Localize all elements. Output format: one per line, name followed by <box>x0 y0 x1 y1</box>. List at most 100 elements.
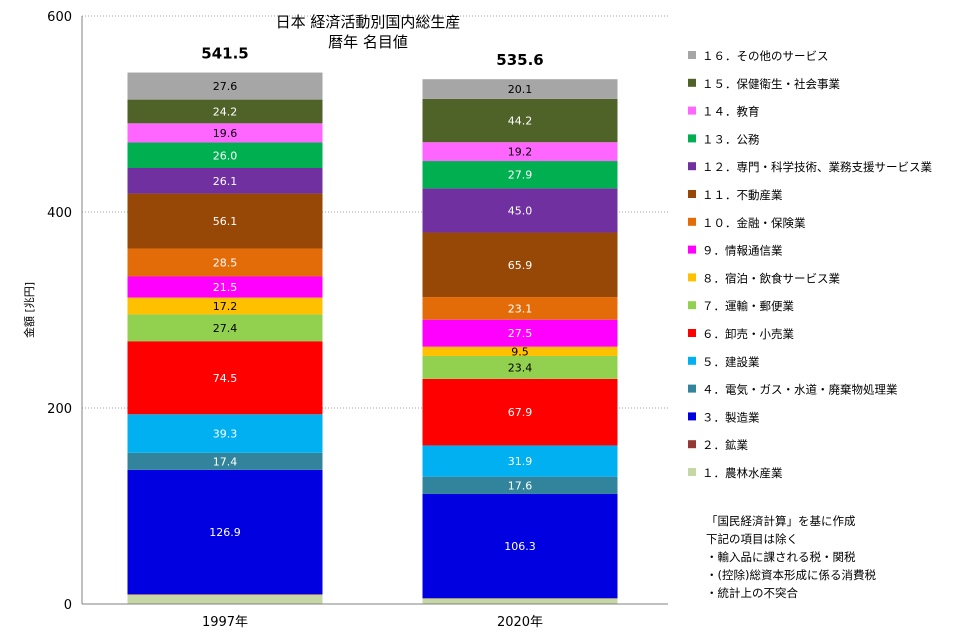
legend: １６．その他のサービス １５．保健衛生・社会事業 １４．教育 １３．公務 １２．専門・科… <box>688 49 932 480</box>
legend-label: １４．教育 <box>702 105 760 119</box>
legend-swatch <box>688 245 696 254</box>
legend-label: １．農林水産業 <box>702 466 783 480</box>
data-label: 126.9 <box>209 526 241 539</box>
data-label: 27.9 <box>508 169 533 182</box>
note-line: ・輸入品に課される税・関税 <box>706 550 856 564</box>
note-line: 「国民経済計算」を基に作成 <box>706 514 856 528</box>
legend-swatch <box>688 134 696 143</box>
data-label: 106.3 <box>504 540 536 553</box>
legend-swatch <box>688 329 696 337</box>
legend-label: ７．運輸・郵便業 <box>702 299 794 313</box>
data-label: 27.5 <box>508 327 533 340</box>
bar-segment <box>127 248 323 277</box>
data-label: 9.5 <box>511 345 529 358</box>
legend-swatch <box>688 273 696 282</box>
bar-segment <box>127 594 323 604</box>
legend-swatch <box>688 301 696 310</box>
bar-segment <box>127 414 323 453</box>
legend-label: ３．製造業 <box>702 410 760 424</box>
bar-segment <box>127 142 323 168</box>
bar-segment <box>422 598 618 604</box>
total-label: 535.6 <box>496 51 543 69</box>
data-label: 17.6 <box>508 479 533 492</box>
legend-label: ４．電気・ガス・水道・廃棄物処理業 <box>702 383 898 397</box>
legend-label: ２．鉱業 <box>702 438 748 452</box>
bar-segment <box>127 452 323 470</box>
data-label: 17.2 <box>213 300 238 313</box>
legend-label: １３．公務 <box>702 132 760 146</box>
data-label: 74.5 <box>213 372 238 385</box>
x-tick-label: 1997年 <box>202 615 248 630</box>
total-label: 541.5 <box>201 45 248 63</box>
data-label: 67.9 <box>508 406 533 419</box>
bar-segment <box>127 341 323 415</box>
data-label: 24.2 <box>213 105 238 118</box>
bar-segment <box>127 193 323 249</box>
data-label: 21.5 <box>213 281 238 294</box>
bar-segment <box>422 355 618 379</box>
legend-swatch <box>688 78 696 87</box>
bar-segment <box>422 476 618 494</box>
data-label: 65.9 <box>508 259 533 272</box>
legend-swatch <box>688 440 696 449</box>
bar-segment <box>422 98 618 143</box>
bar-segment <box>127 469 323 595</box>
legend-swatch <box>688 468 696 476</box>
data-label: 26.1 <box>213 175 238 188</box>
legend-label: ９．情報通信業 <box>702 244 783 258</box>
data-label: 39.3 <box>213 428 238 441</box>
legend-label: ５．建設業 <box>702 355 760 369</box>
data-label: 56.1 <box>213 215 238 228</box>
note-line: 下記の項目は除く <box>706 532 798 546</box>
data-label: 45.0 <box>508 204 533 217</box>
legend-label: １５．保健衛生・社会事業 <box>702 77 840 91</box>
legend-label: １６．その他のサービス <box>702 49 829 63</box>
data-label: 23.4 <box>508 361 533 374</box>
legend-swatch <box>688 51 696 59</box>
data-label: 19.2 <box>508 146 533 159</box>
data-label: 26.0 <box>213 149 238 162</box>
bar-segment <box>127 167 323 194</box>
chart-title: 日本 経済活動別国内総生産 <box>276 13 461 31</box>
legend-label: １２．専門・科学技術、業務支援サービス業 <box>702 160 932 174</box>
legend-swatch <box>688 384 696 393</box>
data-label: 23.1 <box>508 302 533 315</box>
legend-swatch <box>688 190 696 198</box>
y-axis-label: 金額 [兆円] <box>22 282 36 338</box>
y-tick-label: 0 <box>64 598 72 613</box>
bar-segment <box>422 142 618 162</box>
y-tick-label: 200 <box>47 402 72 417</box>
legend-swatch <box>688 217 696 226</box>
chart-subtitle: 暦年 名目値 <box>328 33 408 51</box>
y-tick-label: 600 <box>47 10 72 25</box>
bar-segment <box>127 297 323 315</box>
legend-swatch <box>688 106 696 115</box>
legend-swatch <box>688 162 696 171</box>
bar-segment <box>127 314 323 342</box>
bar-segment <box>422 346 618 356</box>
legend-swatch <box>688 356 696 365</box>
bar-segment <box>422 378 618 446</box>
bar-segment <box>422 161 618 189</box>
data-label: 31.9 <box>508 455 533 468</box>
bars: 126.9 17.4 39.3 74.5 27.4 17.2 21.5 28.5 56.1 26.… <box>127 45 618 604</box>
data-label: 27.6 <box>213 80 238 93</box>
legend-label: １１．不動産業 <box>702 188 783 202</box>
bar-segment <box>127 276 323 298</box>
note-line: ・(控除)総資本形成に係る消費税 <box>706 568 876 582</box>
data-label: 28.5 <box>213 257 238 270</box>
data-label: 17.4 <box>213 455 238 468</box>
source-note: 「国民経済計算」を基に作成 下記の項目は除く ・輸入品に課される税・関税 ・(控… <box>706 512 876 602</box>
data-label: 20.1 <box>508 83 533 96</box>
data-label: 19.6 <box>213 127 238 140</box>
bar-segment <box>422 445 618 477</box>
bar-segment <box>422 297 618 320</box>
legend-label: １０．金融・保険業 <box>702 216 806 230</box>
legend-label: ８．宿泊・飲食サービス業 <box>702 271 840 285</box>
legend-label: ６．卸売・小売業 <box>702 327 794 341</box>
bar-segment <box>422 319 618 347</box>
bar-segment <box>422 232 618 298</box>
bar-segment <box>127 99 323 124</box>
note-line: ・統計上の不突合 <box>706 586 798 600</box>
